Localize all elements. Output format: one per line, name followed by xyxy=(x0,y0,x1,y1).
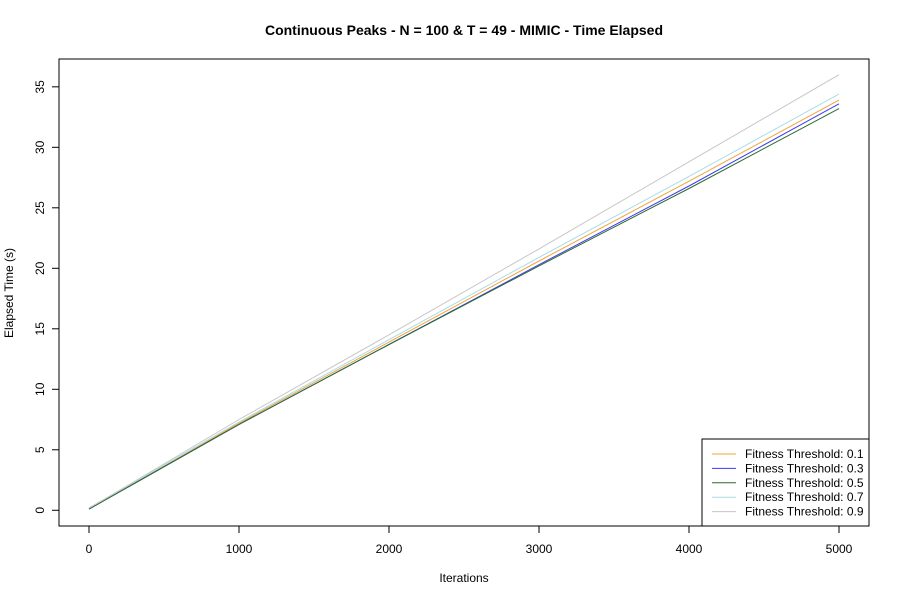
y-tick-label: 20 xyxy=(33,261,47,275)
legend-label-1: Fitness Threshold: 0.3 xyxy=(745,461,864,475)
y-tick-label: 30 xyxy=(33,140,47,154)
x-tick-label: 4000 xyxy=(676,542,703,556)
legend-label-2: Fitness Threshold: 0.5 xyxy=(745,476,864,490)
x-tick-label: 1000 xyxy=(226,542,253,556)
x-axis-label: Iterations xyxy=(439,571,488,585)
x-tick-label: 5000 xyxy=(826,542,853,556)
x-tick-label: 2000 xyxy=(376,542,403,556)
y-tick-label: 0 xyxy=(33,507,47,514)
y-tick-label: 5 xyxy=(33,446,47,453)
series-line-2 xyxy=(88,108,840,510)
y-tick-label: 10 xyxy=(33,382,47,396)
y-tick-label: 15 xyxy=(33,322,47,336)
chart-title: Continuous Peaks - N = 100 & T = 49 - MI… xyxy=(265,22,663,38)
x-axis: 0 1000 2000 3000 4000 5000 xyxy=(86,525,853,556)
y-axis: 0 5 10 15 20 25 30 35 xyxy=(33,80,60,514)
y-tick-label: 25 xyxy=(33,201,47,215)
legend-label-3: Fitness Threshold: 0.7 xyxy=(745,490,864,504)
y-tick-label: 35 xyxy=(33,80,47,94)
legend-label-4: Fitness Threshold: 0.9 xyxy=(745,505,864,519)
x-tick-label: 3000 xyxy=(526,542,553,556)
series-line-4 xyxy=(88,74,840,509)
series-layer xyxy=(88,74,840,510)
x-tick-label: 0 xyxy=(86,542,93,556)
legend-label-0: Fitness Threshold: 0.1 xyxy=(745,447,864,461)
y-axis-label: Elapsed Time (s) xyxy=(2,248,16,338)
